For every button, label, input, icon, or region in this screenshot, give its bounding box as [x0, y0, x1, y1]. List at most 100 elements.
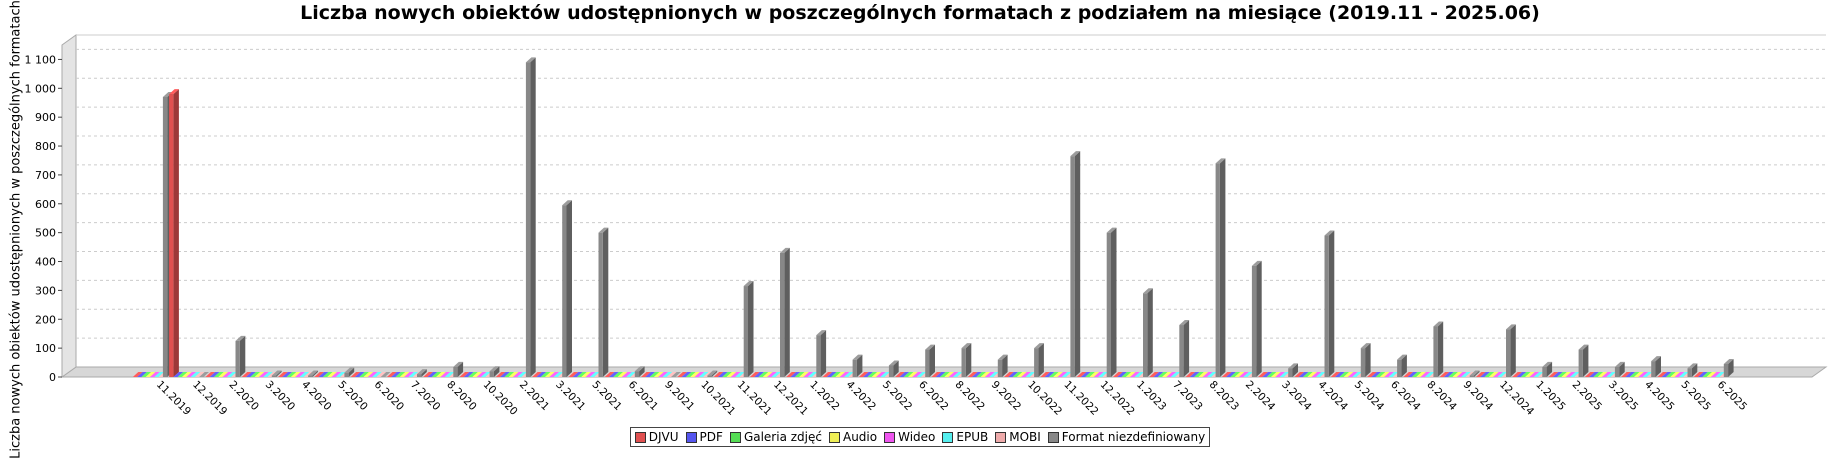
legend-swatch	[1047, 431, 1059, 443]
bar-top	[794, 372, 805, 377]
bar-top	[876, 372, 886, 377]
bar-top	[513, 372, 523, 377]
bar-side	[1474, 370, 1480, 377]
bar-top	[1384, 372, 1394, 377]
bar-top	[717, 372, 728, 377]
bar-top	[807, 372, 818, 377]
legend-label: Wideo	[898, 430, 936, 444]
bar-top	[1311, 372, 1322, 377]
y-tick-label: 400	[35, 256, 56, 269]
bar-top	[335, 372, 346, 377]
x-tick-label: 3.2025	[1606, 379, 1640, 413]
bar-top	[386, 372, 397, 377]
bar-top	[972, 372, 982, 377]
bar	[1614, 366, 1620, 377]
bar-top	[908, 372, 918, 377]
bar-side	[1582, 344, 1589, 377]
bar-top	[1125, 372, 1136, 377]
bar-side	[1111, 227, 1117, 377]
bar-top	[961, 343, 972, 349]
x-tick-label: 6.2021	[626, 379, 660, 413]
bar-top	[1443, 372, 1454, 377]
y-tick-label: 1 100	[25, 53, 57, 66]
bar-top	[1185, 372, 1196, 377]
legend-item: Audio	[828, 430, 877, 444]
x-tick-label: 12.2024	[1497, 379, 1536, 418]
bar	[169, 94, 174, 378]
bar-top	[1533, 372, 1544, 377]
bar-top	[218, 372, 229, 377]
bar-side	[1546, 361, 1553, 377]
bar-side	[965, 343, 972, 377]
bar-top	[209, 372, 220, 377]
bar-top	[790, 372, 801, 377]
bar-side	[1619, 361, 1625, 377]
bar-top	[308, 370, 318, 376]
y-tick-label: 600	[35, 198, 56, 211]
bar-side	[1437, 321, 1444, 377]
bar-top	[1352, 372, 1362, 377]
chart-title: Liczba nowych obiektów udostępnionych w …	[300, 2, 1540, 24]
bar-top	[1198, 372, 1209, 377]
bar-top	[436, 372, 446, 377]
bar-top	[1512, 372, 1522, 377]
bar-side	[530, 57, 536, 377]
bar-top	[609, 372, 619, 377]
bar	[598, 232, 603, 377]
legend-box: DJVU PDF Galeria zdjęć Audio Wideo EPUB MOBI Fo…	[629, 427, 1211, 447]
bar	[1070, 156, 1075, 377]
x-tick-label: 7.2020	[408, 379, 442, 413]
chart-side-wall	[61, 34, 77, 378]
bar-top	[1149, 372, 1159, 377]
bar-side	[602, 227, 609, 377]
bar-top	[1629, 372, 1640, 377]
bar-top	[621, 372, 632, 377]
bar-top	[241, 372, 252, 377]
bar-top	[1016, 372, 1027, 377]
bar-top	[1166, 372, 1177, 377]
bar-top	[771, 372, 782, 377]
bar	[780, 252, 785, 377]
x-tick-label: 2.2025	[1570, 379, 1604, 413]
bar-top	[376, 372, 387, 377]
bar	[888, 365, 894, 377]
bar-top	[1034, 343, 1044, 349]
bar	[1723, 364, 1729, 377]
bar-side	[493, 366, 500, 377]
bar-top	[1162, 372, 1172, 377]
legend-label: DJVU	[648, 430, 679, 444]
bar-top	[1597, 372, 1608, 377]
bar-top	[858, 372, 869, 377]
bar-top	[1226, 372, 1236, 377]
bar	[1687, 368, 1692, 377]
bar-top	[1379, 372, 1390, 377]
bar-top	[562, 200, 572, 206]
bar-top	[1488, 372, 1499, 377]
bar-top	[1143, 288, 1153, 294]
legend-item: EPUB	[942, 430, 988, 444]
bar	[634, 371, 640, 377]
bar-top	[1202, 372, 1213, 377]
x-tick-label: 9.2024	[1461, 379, 1496, 414]
bar	[1324, 235, 1329, 377]
bar-top	[852, 354, 863, 360]
bar-top	[1303, 372, 1313, 377]
bar-top	[322, 372, 333, 377]
bar	[1651, 361, 1656, 377]
bar-top	[641, 372, 651, 377]
bar-top	[1279, 372, 1290, 377]
bar	[997, 359, 1003, 377]
bar-top	[722, 372, 732, 377]
bar	[344, 372, 349, 377]
bar-top	[822, 372, 833, 377]
bar-top	[572, 372, 583, 377]
bar-top	[707, 370, 718, 376]
bar-top	[363, 372, 374, 377]
legend-label: PDF	[699, 430, 723, 444]
bar	[1215, 163, 1220, 377]
bar-top	[626, 372, 636, 377]
bar-top	[1315, 372, 1326, 377]
legend: DJVU PDF Galeria zdjęć Audio Wideo EPUB MOBI Fo…	[0, 427, 1840, 447]
bar-top	[1375, 372, 1386, 377]
bar-top	[1542, 361, 1553, 367]
